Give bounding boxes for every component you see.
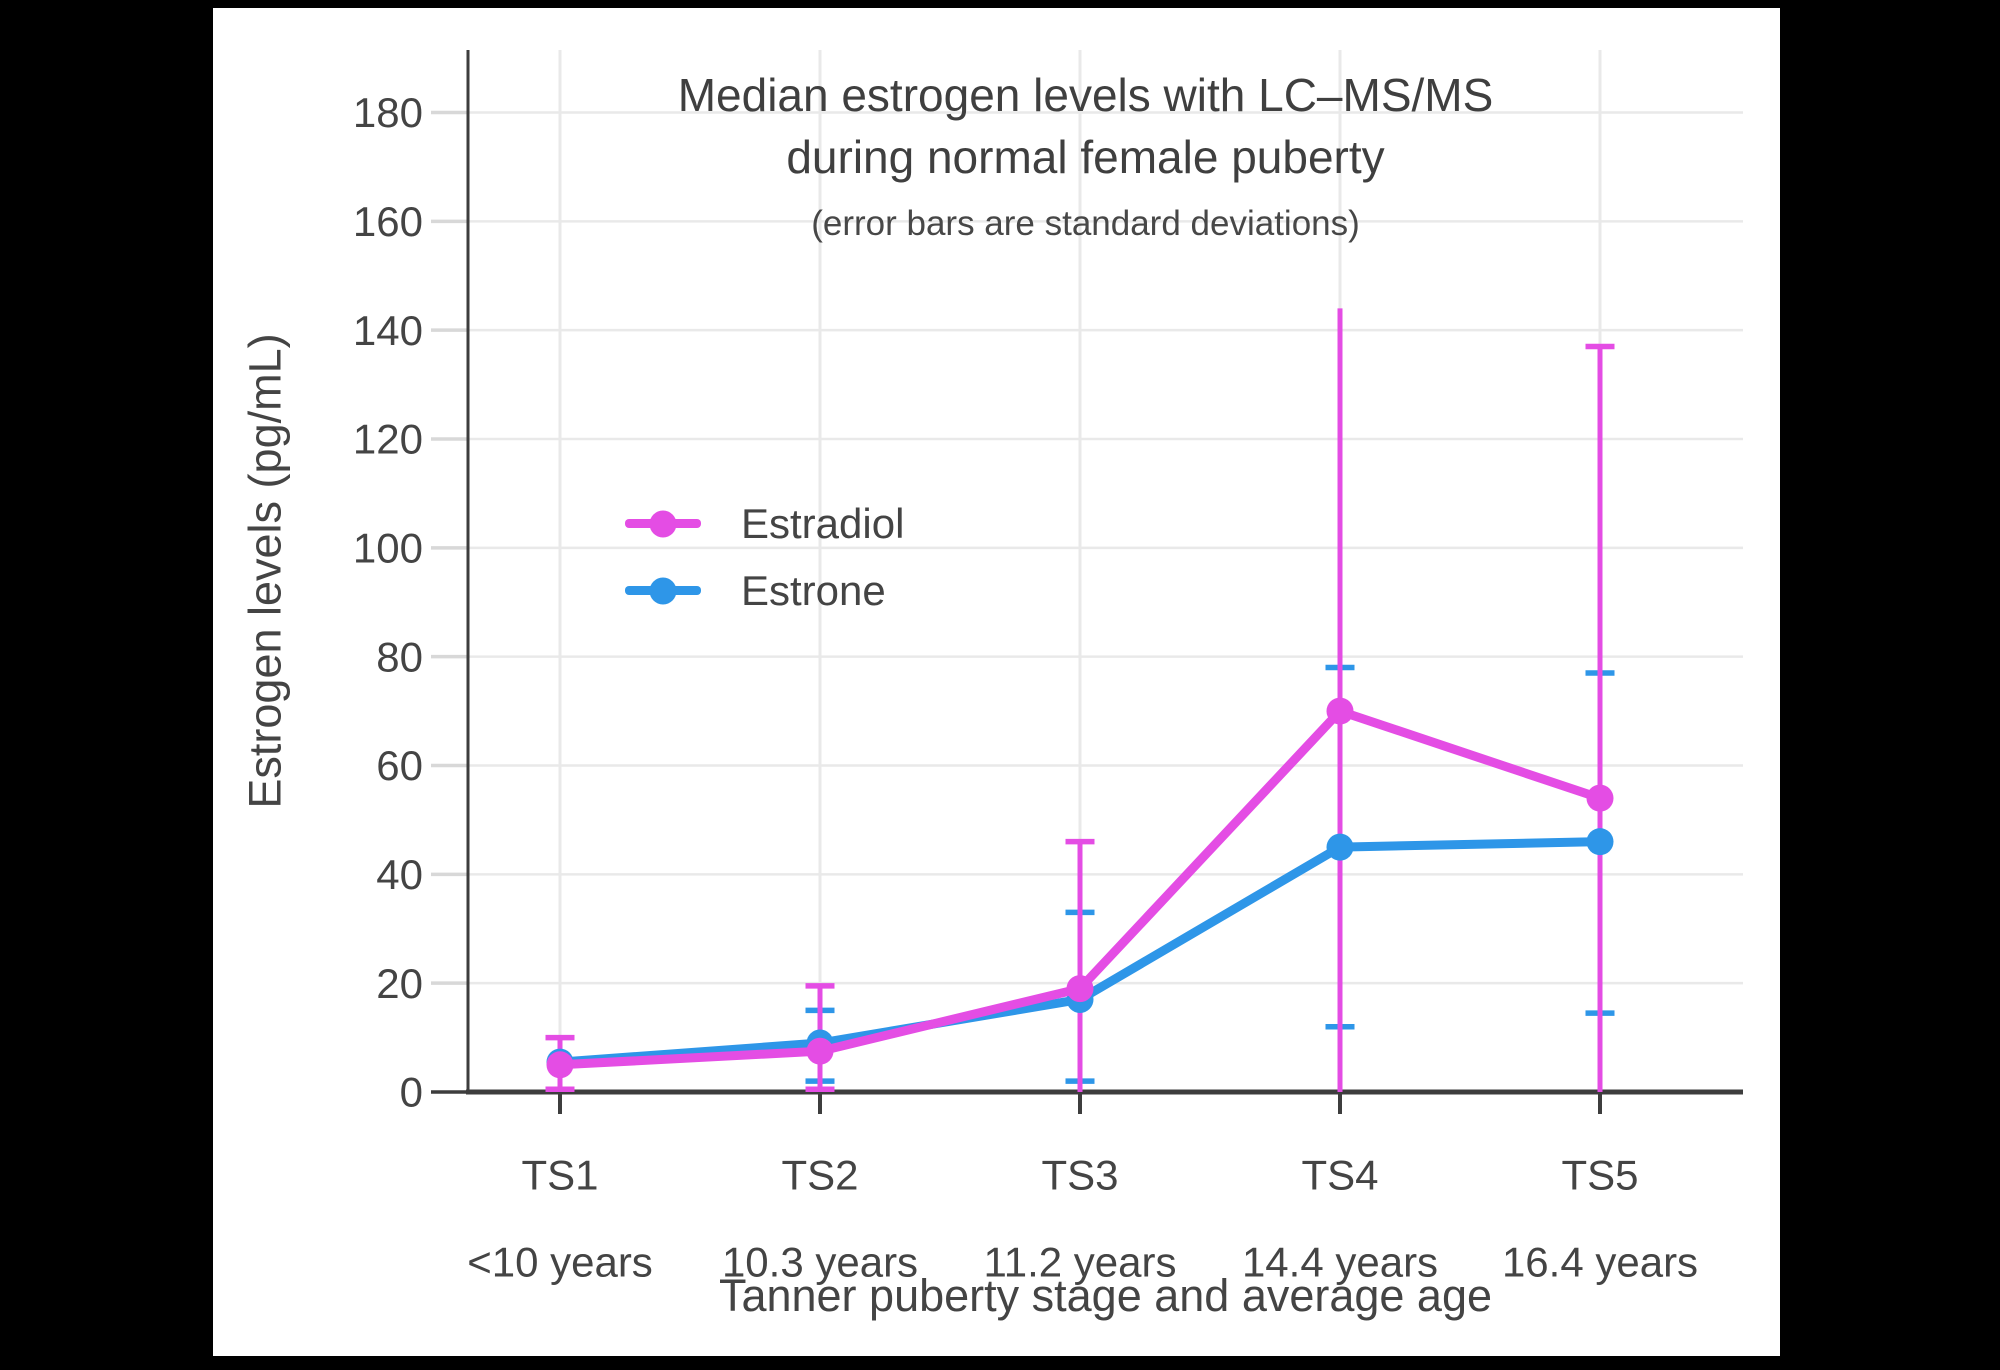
- legend-item-estrone: Estrone: [625, 557, 904, 624]
- chart-subtitle: (error bars are standard deviations): [811, 204, 1360, 243]
- x-age-label-TS2: 10.3 years: [722, 1239, 918, 1286]
- marker-Estradiol-TS5: [1586, 784, 1614, 812]
- legend-label-estradiol: Estradiol: [741, 499, 905, 547]
- legend-line-marker-icon-estradiol: [625, 519, 701, 528]
- marker-Estradiol-TS4: [1326, 697, 1354, 725]
- y-tick-label-0: 0: [400, 1069, 423, 1116]
- legend: Estradiol Estrone: [625, 490, 904, 624]
- y-tick-label-80: 80: [376, 633, 423, 680]
- x-age-label-TS4: 14.4 years: [1242, 1239, 1438, 1286]
- y-tick-label-100: 100: [353, 525, 423, 572]
- x-tick-label-TS5: TS5: [1561, 1152, 1638, 1199]
- y-tick-label-20: 20: [376, 960, 423, 1007]
- legend-line-marker-icon-estrone: [625, 586, 701, 595]
- legend-item-estradiol: Estradiol: [625, 490, 904, 557]
- marker-Estradiol-TS3: [1066, 975, 1094, 1003]
- chart-title-block: Median estrogen levels with LC–MS/MS dur…: [463, 64, 1708, 248]
- x-axis-title: Tanner puberty stage and average age: [718, 1270, 1493, 1321]
- y-tick-label-140: 140: [353, 307, 423, 354]
- legend-label-estrone: Estrone: [741, 566, 886, 614]
- marker-Estradiol-TS1: [546, 1051, 574, 1079]
- marker-Estrone-TS5: [1586, 828, 1614, 856]
- chart-title-line2: during normal female puberty: [786, 131, 1385, 183]
- x-age-label-TS5: 16.4 years: [1502, 1239, 1698, 1286]
- x-age-label-TS1: <10 years: [467, 1239, 653, 1286]
- y-tick-label-180: 180: [353, 89, 423, 136]
- x-tick-label-TS3: TS3: [1041, 1152, 1118, 1199]
- chart-title-line1: Median estrogen levels with LC–MS/MS: [677, 69, 1494, 121]
- y-axis-title: Estrogen levels (pg/mL): [239, 333, 291, 809]
- marker-Estrone-TS4: [1326, 833, 1354, 861]
- y-axis-title-wrap: Estrogen levels (pg/mL): [213, 50, 318, 1092]
- y-tick-label-40: 40: [376, 851, 423, 898]
- x-tick-label-TS1: TS1: [521, 1152, 598, 1199]
- x-age-label-TS3: 11.2 years: [984, 1239, 1177, 1286]
- y-tick-label-60: 60: [376, 742, 423, 789]
- marker-Estradiol-TS2: [806, 1037, 834, 1065]
- y-tick-label-160: 160: [353, 198, 423, 245]
- chart-canvas: 0 20 40 60 80 100 120 140 160 180 TS1 <10 years TS2 1…: [213, 8, 1780, 1356]
- x-tick-label-TS4: TS4: [1301, 1152, 1378, 1199]
- x-tick-label-TS2: TS2: [781, 1152, 858, 1199]
- chart-plot: 0 20 40 60 80 100 120 140 160 180 TS1 <10 years TS2 1…: [353, 50, 1743, 1286]
- y-tick-label-120: 120: [353, 416, 423, 463]
